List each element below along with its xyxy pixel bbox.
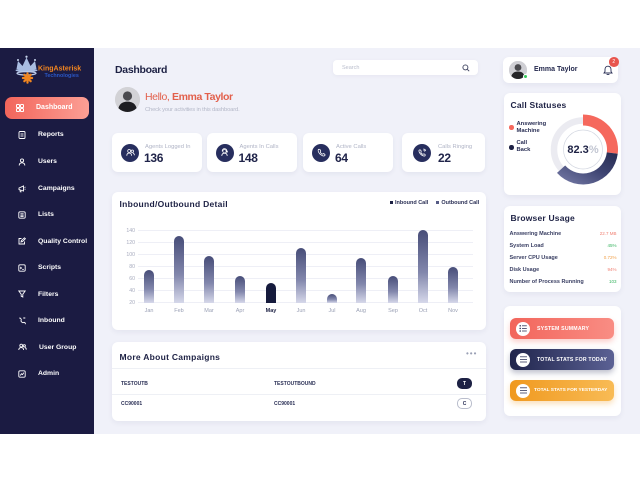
svg-text:Technologies: Technologies (45, 73, 79, 79)
svg-text:KingAsterisk: KingAsterisk (38, 66, 81, 73)
